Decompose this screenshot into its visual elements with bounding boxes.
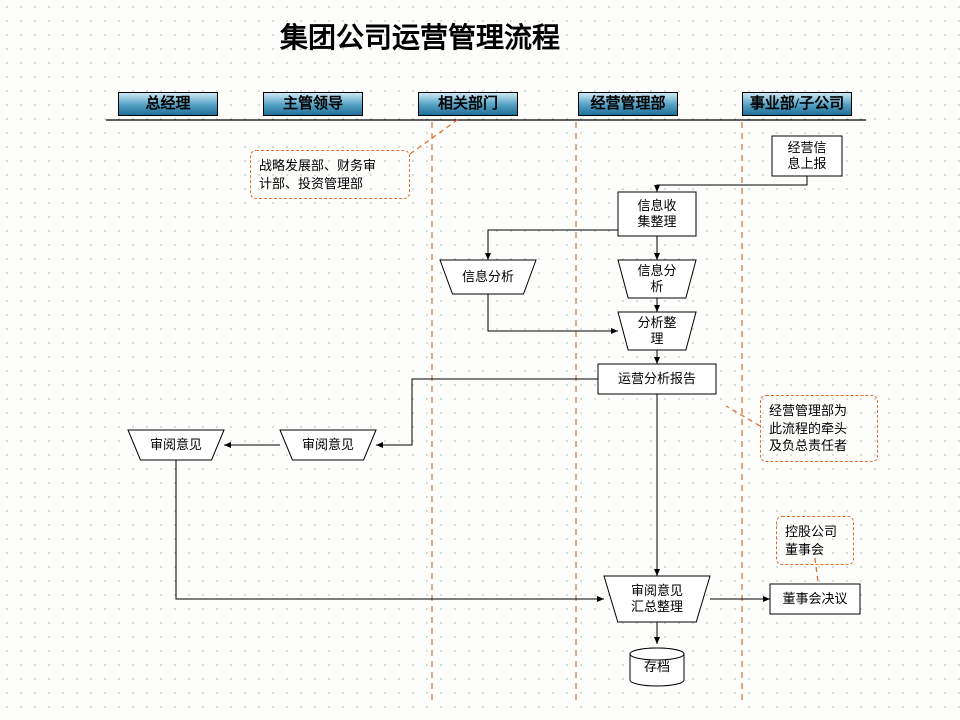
- callout-text: 战略发展部、财务审 计部、投资管理部: [259, 158, 376, 191]
- swimlane-header: 经营管理部: [578, 92, 678, 116]
- swimlane-header: 主管领导: [263, 92, 363, 116]
- swimlane-header: 事业部/子公司: [742, 92, 852, 116]
- callout-responsible: 经营管理部为 此流程的牵头 及负总责任者: [760, 395, 878, 462]
- node-label: 信息收 集整理: [618, 192, 696, 236]
- callout-board: 控股公司 董事会: [776, 516, 854, 565]
- node-label: 信息分析: [440, 260, 536, 294]
- node-label: 董事会决议: [770, 584, 860, 614]
- node-label: 运营分析报告: [598, 364, 716, 394]
- node-label: 分析整 理: [618, 312, 696, 350]
- node-label: 经营信 息上报: [772, 136, 842, 176]
- diagram-canvas: 集团公司运营管理流程 总经理 主管领导 相关部门 经营管理部 事业部/子公司 战…: [0, 0, 960, 720]
- callout-text: 控股公司 董事会: [785, 524, 837, 557]
- callout-departments: 战略发展部、财务审 计部、投资管理部: [250, 150, 410, 199]
- node-label: 存档: [630, 648, 684, 686]
- node-label: 信息分 析: [618, 260, 696, 298]
- callout-text: 经营管理部为 此流程的牵头 及负总责任者: [769, 403, 847, 453]
- node-label: 审阅意见 汇总整理: [604, 576, 710, 622]
- node-label: 审阅意见: [128, 430, 224, 460]
- swimlane-header: 相关部门: [418, 92, 518, 116]
- node-label: 审阅意见: [280, 430, 376, 460]
- swimlane-header: 总经理: [118, 92, 218, 116]
